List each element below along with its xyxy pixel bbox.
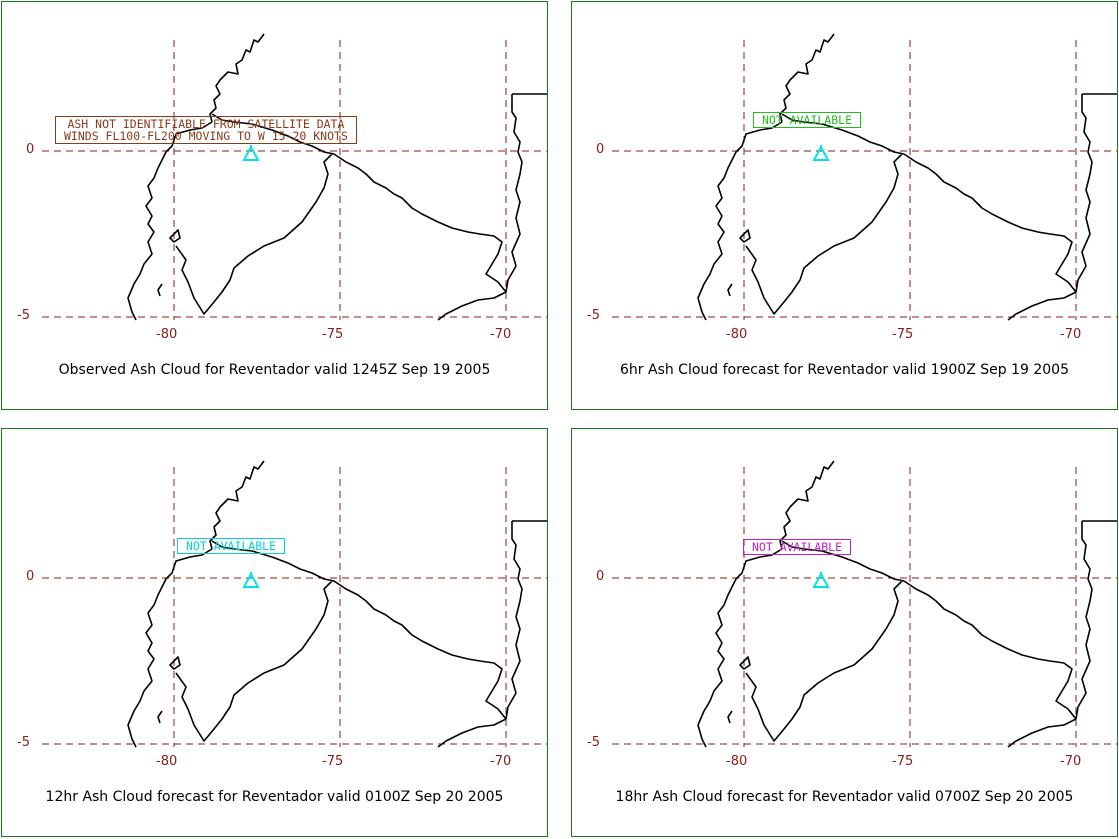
lat-label-minus5: -5 bbox=[587, 735, 600, 750]
ash-status-notice: NOT AVAILABLE bbox=[753, 112, 862, 128]
lat-label-minus5: -5 bbox=[17, 308, 30, 323]
map-panel-18hr: 0 -5 -80 -75 -70 NOT AVAILABLE 18hr Ash … bbox=[571, 428, 1118, 837]
map-panel-6hr: 0 -5 -80 -75 -70 NOT AVAILABLE 6hr Ash C… bbox=[571, 1, 1118, 410]
ash-status-notice: ASH NOT IDENTIFIABLE FROM SATELLITE DATA… bbox=[55, 116, 357, 144]
coastline bbox=[127, 460, 547, 748]
lon-label-80: -80 bbox=[726, 327, 748, 342]
map-canvas bbox=[612, 33, 1117, 321]
coastline bbox=[127, 33, 547, 321]
lat-label-minus5: -5 bbox=[17, 735, 30, 750]
map-canvas bbox=[42, 33, 547, 321]
lat-label-minus5: -5 bbox=[587, 308, 600, 323]
lon-label-75: -75 bbox=[322, 754, 344, 769]
notice-line-1: NOT AVAILABLE bbox=[186, 539, 277, 553]
map-panel-observed: 0 -5 -80 -75 -70 ASH NOT IDENTIFIABLE FR… bbox=[1, 1, 548, 410]
lat-label-0: 0 bbox=[596, 569, 605, 584]
lon-label-80: -80 bbox=[156, 754, 178, 769]
lat-label-0: 0 bbox=[26, 569, 35, 584]
lon-label-75: -75 bbox=[892, 327, 914, 342]
lon-label-75: -75 bbox=[892, 754, 914, 769]
lat-label-0: 0 bbox=[26, 142, 35, 157]
lon-label-70: -70 bbox=[490, 327, 512, 342]
coastline bbox=[697, 33, 1117, 321]
lon-label-80: -80 bbox=[726, 754, 748, 769]
panel-caption: Observed Ash Cloud for Reventador valid … bbox=[58, 362, 491, 378]
volcano-triangle-icon bbox=[242, 145, 260, 161]
notice-line-1: NOT AVAILABLE bbox=[752, 540, 843, 554]
volcano-triangle-icon bbox=[812, 572, 830, 588]
lat-label-0: 0 bbox=[596, 142, 605, 157]
panel-caption: 18hr Ash Cloud forecast for Reventador v… bbox=[615, 789, 1074, 805]
map-canvas bbox=[612, 460, 1117, 748]
ash-status-notice: NOT AVAILABLE bbox=[177, 538, 286, 554]
panel-caption: 6hr Ash Cloud forecast for Reventador va… bbox=[620, 362, 1069, 378]
lon-label-70: -70 bbox=[1060, 327, 1082, 342]
notice-line-1: ASH NOT IDENTIFIABLE FROM SATELLITE DATA bbox=[67, 117, 345, 131]
lon-label-80: -80 bbox=[156, 327, 178, 342]
map-panel-12hr: 0 -5 -80 -75 -70 NOT AVAILABLE 12hr Ash … bbox=[1, 428, 548, 837]
ash-status-notice: NOT AVAILABLE bbox=[743, 539, 852, 555]
lon-label-70: -70 bbox=[1060, 754, 1082, 769]
volcano-triangle-icon bbox=[242, 572, 260, 588]
lon-label-75: -75 bbox=[322, 327, 344, 342]
coastline bbox=[697, 460, 1117, 748]
panel-caption: 12hr Ash Cloud forecast for Reventador v… bbox=[45, 789, 504, 805]
volcano-triangle-icon bbox=[812, 145, 830, 161]
notice-line-1: NOT AVAILABLE bbox=[762, 113, 853, 127]
notice-line-2: WINDS FL100-FL200 MOVING TO W 15-20 KNOT… bbox=[64, 129, 348, 143]
map-canvas bbox=[42, 460, 547, 748]
lon-label-70: -70 bbox=[490, 754, 512, 769]
